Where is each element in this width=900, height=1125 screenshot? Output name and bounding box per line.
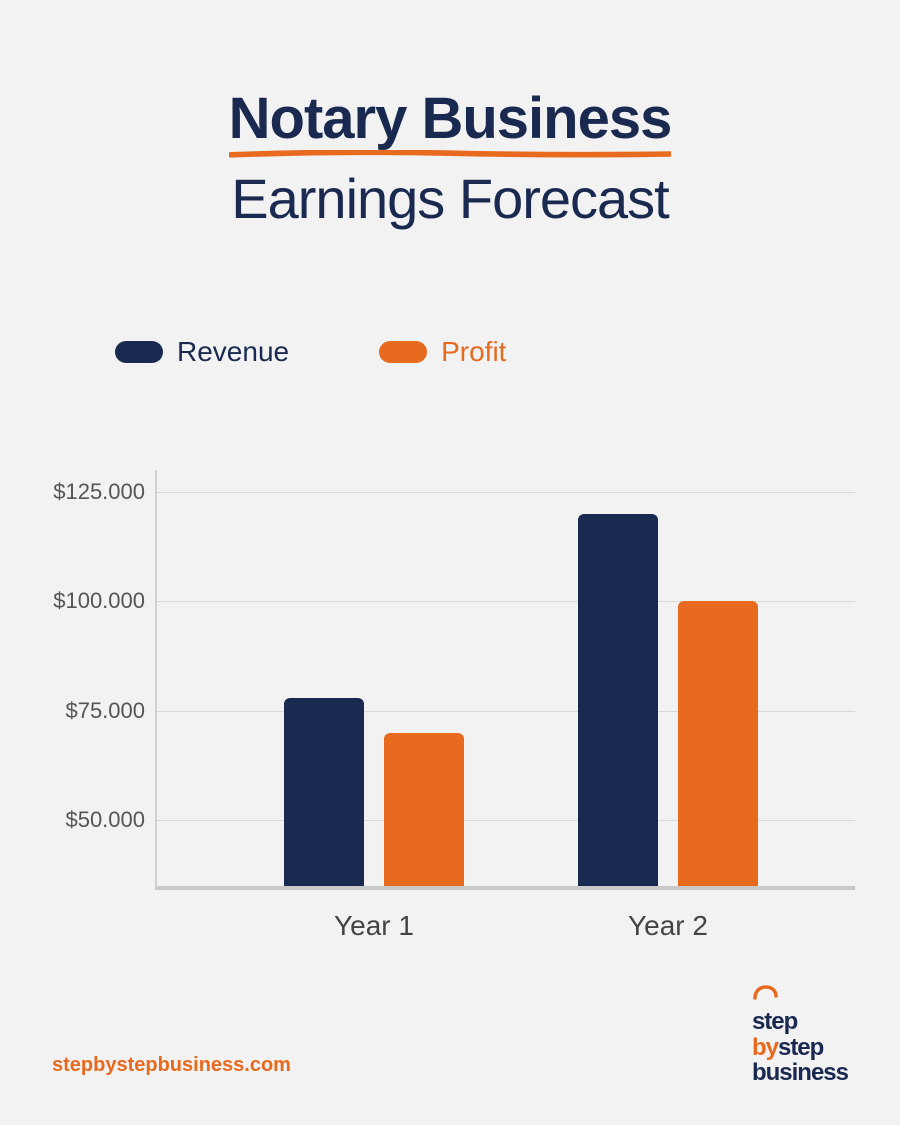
title-line-2: Earnings Forecast <box>0 166 900 231</box>
title-underline <box>229 150 672 158</box>
plot-area: Year 1 Year 2 <box>155 470 855 890</box>
ytick-3: $125.000 <box>45 479 145 505</box>
bar-year1-revenue <box>284 698 364 886</box>
gridline-3 <box>157 492 855 493</box>
logo-word-step2: step <box>778 1034 823 1061</box>
bar-year2-profit <box>678 601 758 886</box>
ytick-0: $50.000 <box>45 807 145 833</box>
bar-year1-profit <box>384 733 464 886</box>
title-line-1-text: Notary Business <box>229 86 672 151</box>
ytick-1: $75.000 <box>45 698 145 724</box>
legend-label-revenue: Revenue <box>177 336 289 368</box>
footer-url: stepbystepbusiness.com <box>52 1054 291 1077</box>
logo-word-step1: step <box>752 1008 797 1035</box>
xtick-1: Year 2 <box>628 910 708 942</box>
legend: Revenue Profit <box>115 336 900 368</box>
logo-line-2: bystep <box>752 1035 848 1060</box>
legend-item-profit: Profit <box>379 336 506 368</box>
logo-line-1: step <box>752 1009 848 1034</box>
logo-swirl-icon <box>752 978 782 1002</box>
xtick-0: Year 1 <box>334 910 414 942</box>
chart: $50.000 $75.000 $100.000 $125.000 Year 1… <box>45 470 855 890</box>
logo-line-3: business <box>752 1060 848 1085</box>
title-line-1: Notary Business <box>229 85 672 152</box>
legend-swatch-profit <box>379 341 427 363</box>
legend-label-profit: Profit <box>441 336 506 368</box>
logo-word-by: by <box>752 1034 778 1061</box>
bar-year2-revenue <box>578 514 658 886</box>
ytick-2: $100.000 <box>45 588 145 614</box>
brand-logo: step bystep business <box>752 978 848 1085</box>
title-block: Notary Business Earnings Forecast <box>0 0 900 231</box>
legend-swatch-revenue <box>115 341 163 363</box>
legend-item-revenue: Revenue <box>115 336 289 368</box>
